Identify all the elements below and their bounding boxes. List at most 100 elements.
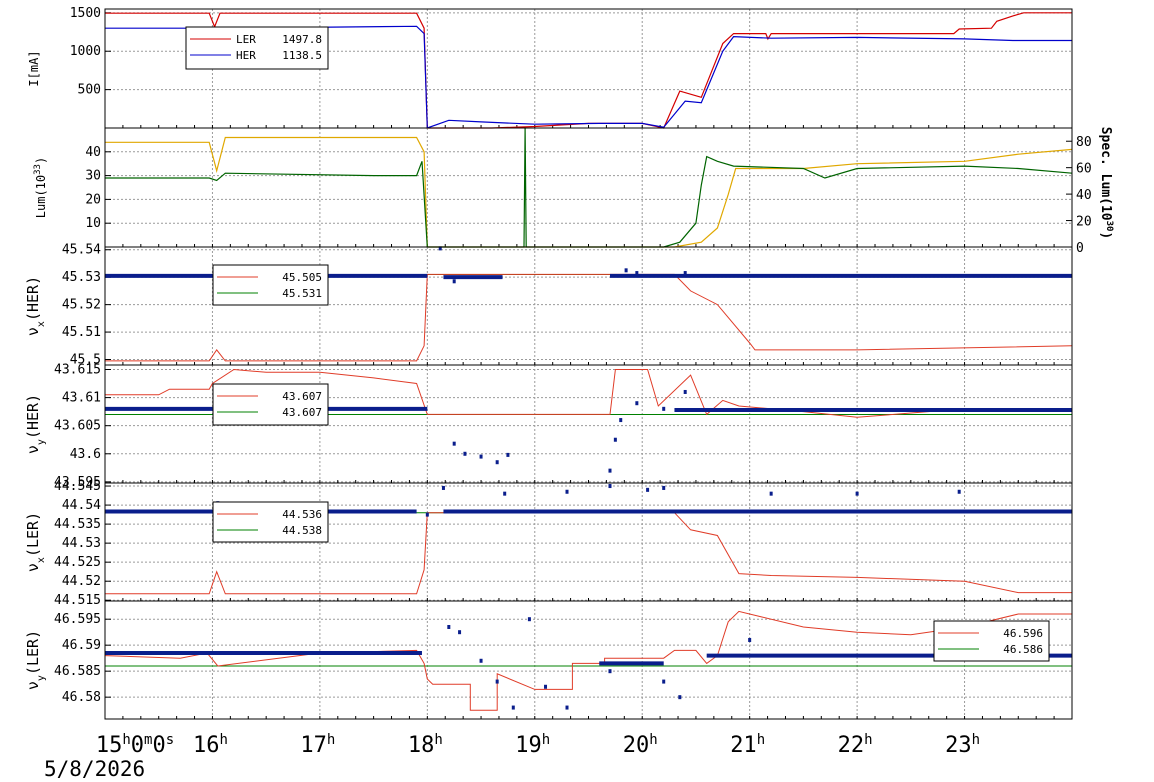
y2-tick-label: 0 [1076,241,1084,256]
measured-tune-point [503,491,507,496]
measured-tune-point [619,418,623,423]
y-tick-label: 45.51 [62,325,101,340]
x-tick-label: 15h0m0s [96,732,174,758]
legend-box [212,501,329,543]
measured-tune-point [635,401,639,406]
x-tick-label: 16h [193,732,228,758]
y-tick-label: 500 [78,83,101,98]
y-tick-label: 45.5 [70,353,101,368]
measured-tune-point [646,487,650,492]
y-tick-label: 1000 [70,44,101,59]
x-tick-label: 23h [945,732,980,758]
measured-tune-point [769,491,773,496]
y-tick-label: 45.54 [62,243,101,258]
y-tick-label: 46.59 [62,638,101,653]
set-tune-line [105,512,1072,595]
y-tick-label: 10 [85,216,101,231]
y-tick-label: 40 [85,145,101,160]
legend-value: 46.596 [1003,627,1043,640]
set-tune-line [105,368,1072,418]
y2-tick-label: 20 [1076,215,1092,230]
legend-box [933,620,1050,662]
date-label: 5/8/2026 [44,757,145,781]
x-tick-label: 19h [515,732,550,758]
x-tick-label: 17h [300,732,335,758]
measured-tune-point [565,489,569,494]
measured-tune-point [441,485,445,490]
y-tick-label: 44.535 [54,517,101,532]
y-axis-label: νx(HER) [24,276,47,336]
y2-tick-label: 80 [1076,135,1092,150]
series-line [105,136,1073,248]
measured-tune-point [748,637,752,642]
y2-axis-label: Spec. Lum(1030) [1098,127,1114,240]
y-axis-label: νx(LER) [24,512,47,572]
y-axis-label: I[mA] [27,50,41,86]
measured-tune-point [527,617,531,622]
y2-tick-label: 60 [1076,162,1092,177]
legend-value: 43.607 [282,390,322,403]
y-tick-label: 44.545 [54,479,101,494]
measured-tune-point [479,658,483,663]
legend-value: 46.586 [1003,643,1043,656]
y-axis-label: νy(LER) [24,630,47,690]
x-tick-label: 21h [730,732,765,758]
y-tick-label: 30 [85,169,101,184]
y2-tick-label: 40 [1076,188,1092,203]
measured-tune-point [662,679,666,684]
y-tick-label: 44.525 [54,555,101,570]
legend-box [212,383,329,426]
legend-value: 43.607 [282,406,322,419]
y-tick-label: 46.585 [54,664,101,679]
y-tick-label: 44.53 [62,536,101,551]
measured-tune-point [438,246,442,251]
measured-tune-point [544,684,548,689]
legend-label: HER [236,49,256,62]
measured-tune-point [425,512,429,517]
measured-tune-point [613,437,617,442]
measured-tune-point [957,489,961,494]
measured-tune-point [608,484,612,489]
measured-tune-point [683,389,687,394]
measured-tune-point [662,406,666,411]
y-tick-label: 43.61 [62,391,101,406]
y-tick-label: 46.58 [62,690,101,705]
y-tick-label: 45.53 [62,270,101,285]
x-tick-label: 22h [838,732,873,758]
measured-tune-point [447,624,451,629]
measured-tune-point [565,705,569,710]
measured-tune-point [511,705,515,710]
set-tune-line [105,273,1073,362]
y-tick-label: 43.6 [70,447,101,462]
x-tick-label: 20h [623,732,658,758]
x-tick-label: 18h [408,732,443,758]
measured-tune-point [608,468,612,473]
measured-tune-point [479,454,483,459]
y-axis-label: Lum(1033) [33,157,48,218]
y-tick-label: 43.595 [54,475,101,490]
measured-tune-point [683,271,687,276]
y-tick-label: 45.52 [62,298,101,313]
legend-value: 45.531 [282,287,322,300]
measured-tune-point [452,441,456,446]
measured-tune-point [855,491,859,496]
panel-frame [104,600,1073,720]
y-tick-label: 1500 [70,6,101,21]
y-tick-label: 46.595 [54,612,101,627]
legend-value: 1138.5 [282,49,322,62]
legend-label: LER [236,33,256,46]
measured-tune-point [458,630,462,635]
measured-tune-point [678,695,682,700]
y-tick-label: 44.52 [62,574,101,589]
measured-tune-point [635,271,639,276]
legend-value: 44.538 [282,524,322,537]
set-tune-line [104,610,1072,711]
measured-tune-point [463,451,467,456]
legend-value: 44.536 [282,508,322,521]
legend-box [185,26,329,70]
measured-tune-point [608,669,612,674]
series-line [105,12,1072,129]
legend-value: 45.505 [282,271,322,284]
y-tick-label: 44.54 [62,498,101,513]
